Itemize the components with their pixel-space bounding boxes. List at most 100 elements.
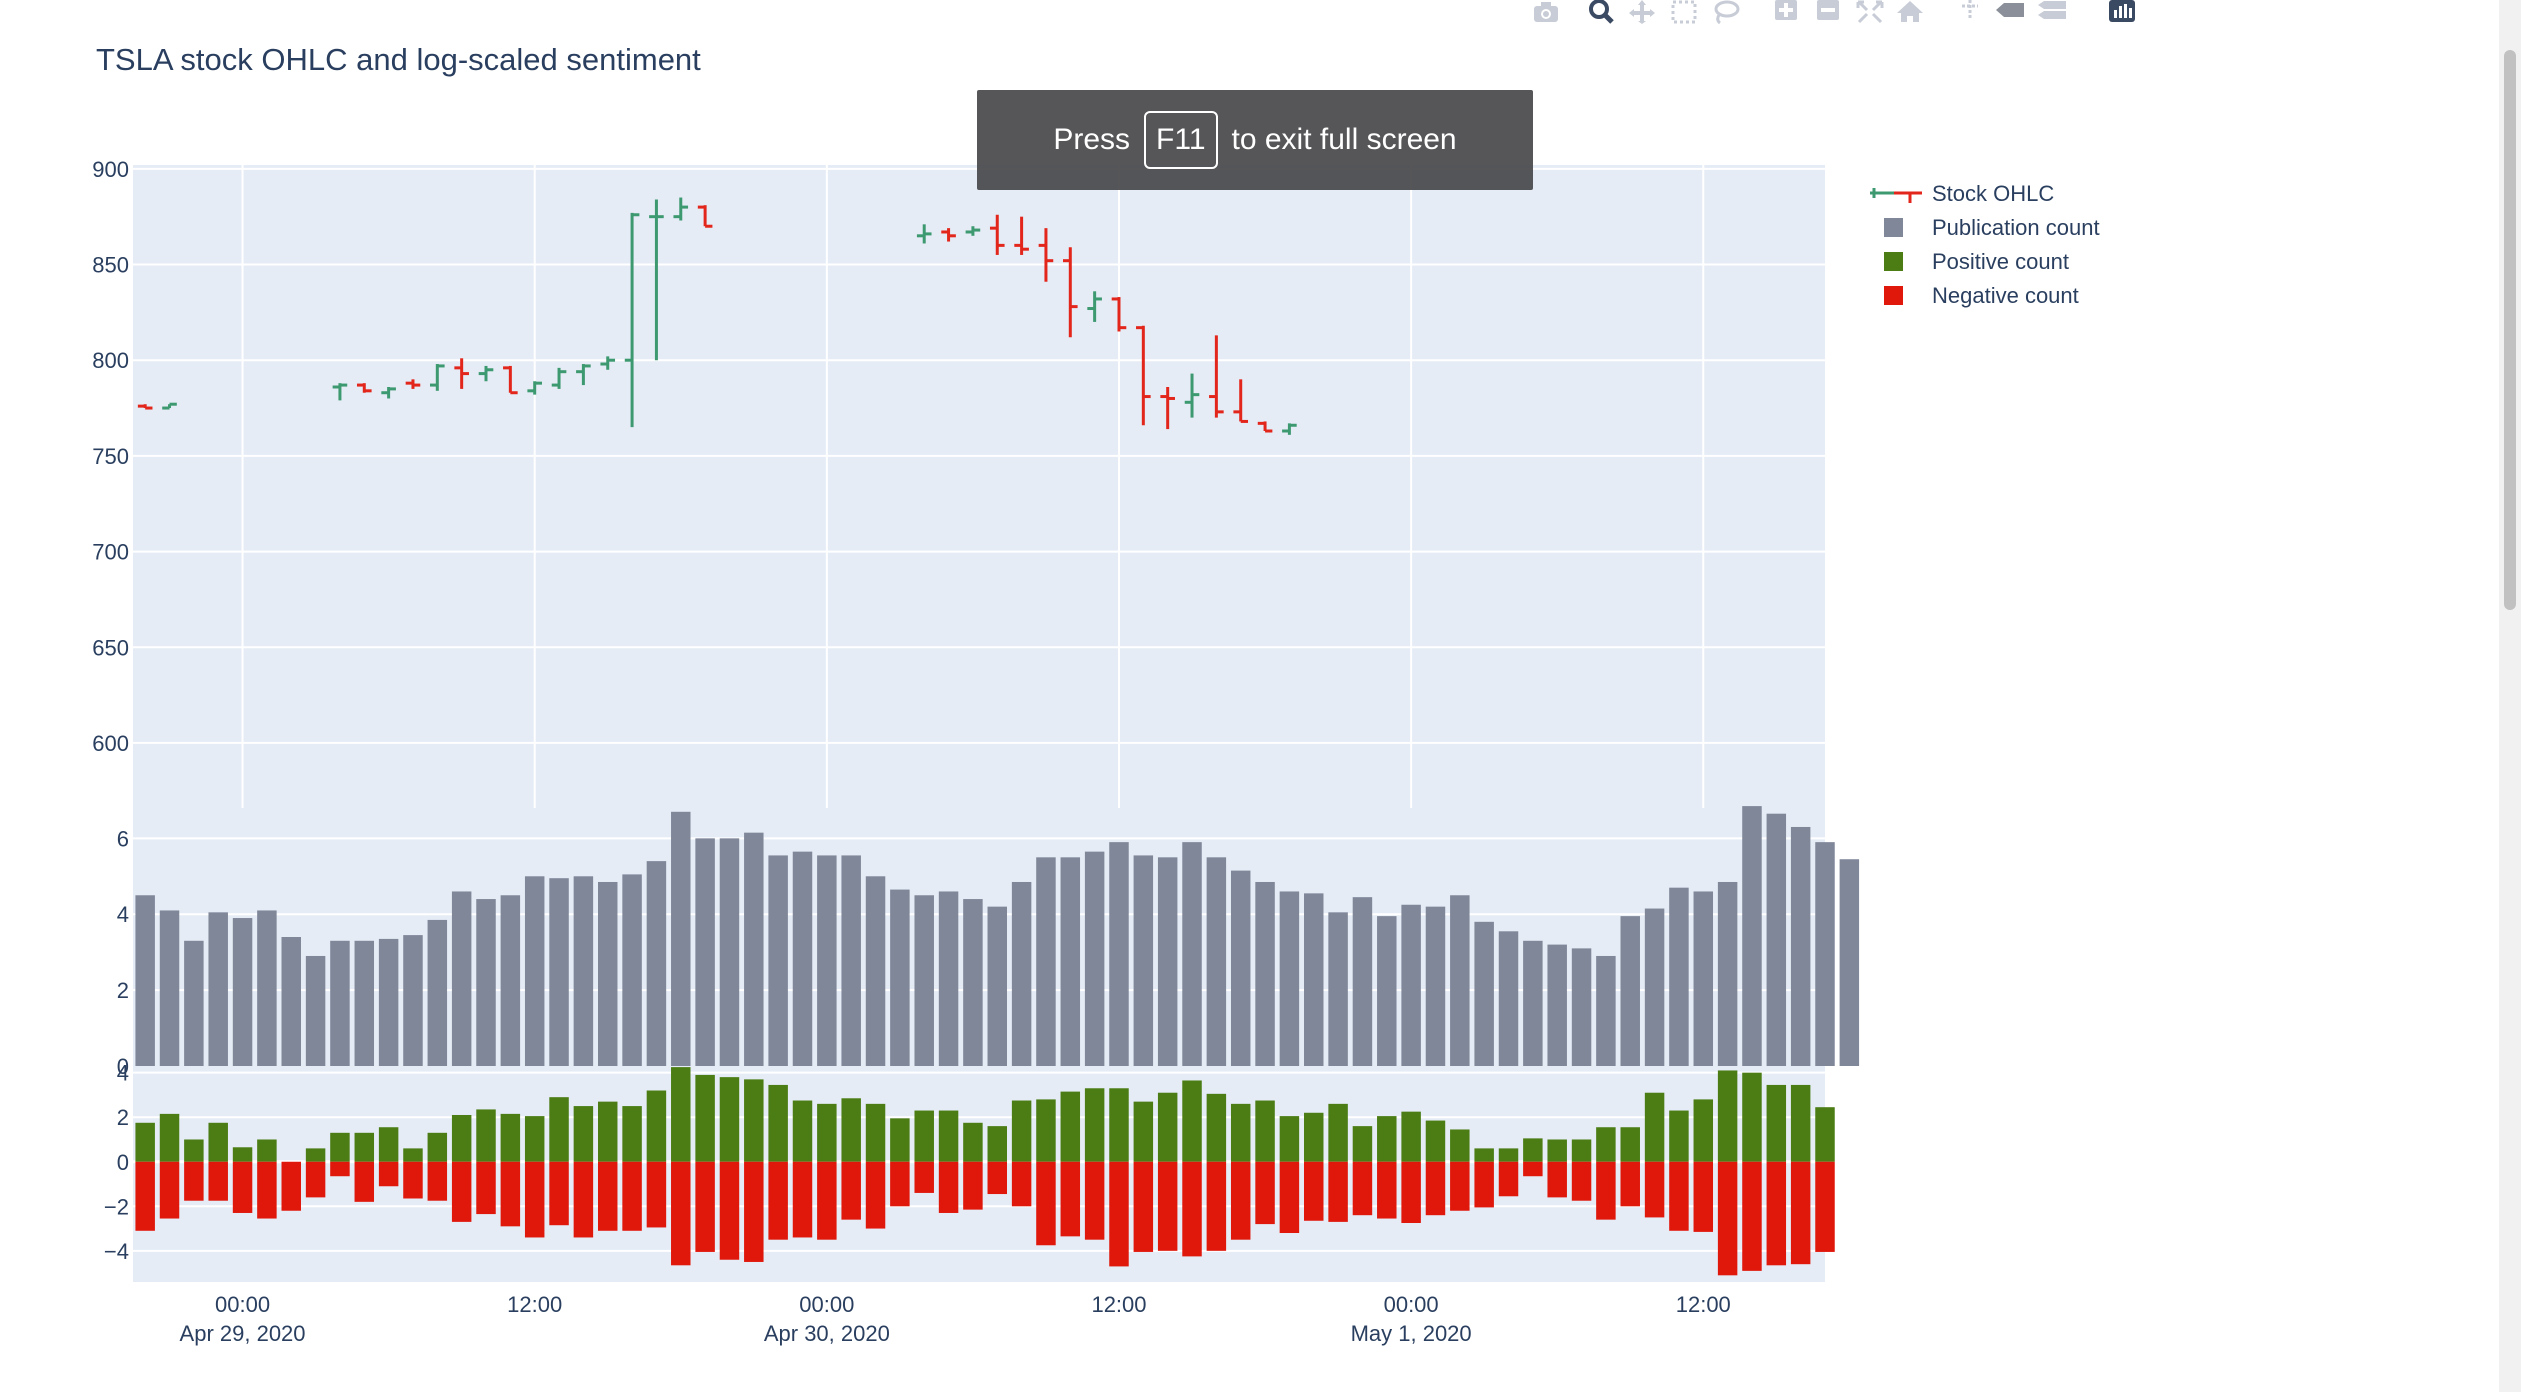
negative-bar [841,1161,861,1220]
zoom-icon[interactable] [1586,0,1618,24]
ohlc-candle [551,367,567,389]
spike-lines-icon[interactable] [1954,0,1986,24]
vertical-scrollbar[interactable] [2499,0,2521,1392]
publication-bar [1279,891,1300,1066]
negative-bar [1011,1161,1032,1207]
ohlc-candle [1282,423,1297,435]
positive-bar [1498,1148,1519,1162]
fullscreen-notice: Press F11 to exit full screen [977,90,1533,190]
ohlc-candle [162,402,177,410]
zoom-out-icon[interactable] [1812,0,1844,24]
negative-bar [1157,1161,1178,1251]
publication-bar [1133,855,1154,1066]
box-select-icon[interactable] [1668,0,1700,24]
ohlc-candle [989,214,1005,255]
positive-bar [208,1122,228,1162]
publication-bar [281,937,301,1066]
y-tick-label: 800 [92,348,129,373]
ohlc-candle [916,224,932,244]
hover-closest-icon[interactable] [1994,0,2026,24]
negative-bar [865,1161,886,1229]
scrollbar-thumb[interactable] [2504,50,2516,610]
publication-bar [427,919,448,1066]
publication-bar [1620,916,1640,1066]
publication-bar [1182,842,1202,1066]
publication-bar [646,861,667,1066]
positive-bar [938,1110,959,1162]
positive-bar [768,1084,788,1162]
positive-bar [792,1100,813,1162]
positive-bar [1377,1116,1397,1162]
positive-bar [1474,1148,1494,1162]
positive-bar [1669,1110,1689,1162]
negative-bar [1571,1161,1592,1201]
negative-bar [1084,1161,1105,1240]
positive-bar [330,1132,350,1162]
positive-bar [695,1074,715,1162]
ohlc-candle [1062,247,1078,338]
negative-bar [744,1161,764,1262]
negative-bar [1304,1161,1324,1221]
legend-item-positive-count[interactable]: Positive count [1864,244,2144,278]
y-tick-label: 2 [117,1105,129,1130]
positive-bar [184,1139,204,1162]
publication-bar [1304,893,1324,1066]
positive-bar [524,1116,545,1162]
publication-bar [1084,851,1105,1066]
y-tick-label: 700 [92,540,129,565]
x-tick-label: 12:00 [1091,1292,1146,1317]
publication-bar [403,935,423,1066]
negative-bar [1815,1161,1835,1252]
zoom-in-icon[interactable] [1770,0,1802,24]
publication-bar [354,940,375,1066]
publication-bar [232,918,253,1066]
positive-bar [597,1101,618,1162]
positive-bar [549,1097,569,1162]
ohlc-candle [356,383,372,393]
publication-bar [257,910,277,1066]
publication-bar [524,876,545,1066]
autoscale-icon[interactable] [1854,0,1886,24]
publication-bar [938,891,959,1066]
positive-bar [1450,1129,1470,1162]
publication-bar [719,838,740,1066]
reset-axes-icon[interactable] [1894,0,1926,24]
positive-bar [1255,1100,1275,1162]
publication-bar [1547,944,1567,1066]
negative-bar [1693,1161,1714,1232]
legend-item-stock-ohlc[interactable]: Stock OHLC [1864,176,2144,210]
hover-compare-icon[interactable] [2036,0,2068,24]
positive-bar [1766,1084,1787,1162]
publication-bar [1011,881,1032,1066]
negative-bar [1060,1161,1081,1237]
publication-bar [963,899,983,1066]
ohlc-candle [381,386,396,399]
publication-bar [1255,881,1275,1066]
publication-bar [1498,931,1519,1066]
x-tick-label: 12:00 [1676,1292,1731,1317]
publication-bar [305,955,326,1066]
ohlc-candle [649,199,664,361]
lasso-icon[interactable] [1710,0,1742,25]
negative-bar [1450,1161,1470,1211]
positive-bar [1036,1099,1056,1162]
camera-icon[interactable] [1530,0,1562,24]
positive-bar [257,1139,277,1162]
legend-item-publication-count[interactable]: Publication count [1864,210,2144,244]
negative-bar [792,1161,813,1238]
publication-bar [451,891,472,1066]
plotly-logo-icon[interactable] [2106,0,2138,24]
pan-icon[interactable] [1626,0,1658,24]
publication-bar [1766,813,1787,1066]
negative-bar [573,1161,594,1238]
y-tick-label: 6 [117,826,129,851]
legend-item-negative-count[interactable]: Negative count [1864,278,2144,312]
y-tick-label: −2 [104,1194,129,1219]
ohlc-candle [478,365,494,382]
positive-bar [987,1126,1007,1162]
positive-bar [744,1079,764,1162]
x-tick-label: 00:00 [215,1292,270,1317]
x-tick-label: 00:00 [799,1292,854,1317]
negative-bar [1182,1161,1202,1257]
